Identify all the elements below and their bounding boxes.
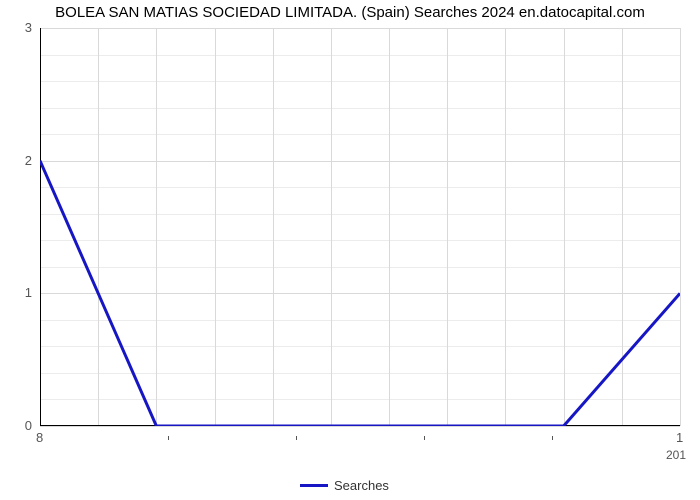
legend-label: Searches bbox=[334, 478, 389, 493]
chart-title: BOLEA SAN MATIAS SOCIEDAD LIMITADA. (Spa… bbox=[0, 4, 700, 21]
x-tick-label: 1 bbox=[676, 430, 683, 445]
y-tick-label: 1 bbox=[12, 285, 32, 300]
series-line bbox=[40, 161, 680, 426]
line-series bbox=[40, 28, 680, 426]
x-minor-tick bbox=[424, 436, 425, 440]
y-tick-label: 2 bbox=[12, 153, 32, 168]
legend: Searches bbox=[300, 478, 389, 493]
y-tick-label: 3 bbox=[12, 20, 32, 35]
x-tick-label: 8 bbox=[36, 430, 43, 445]
y-tick-label: 0 bbox=[12, 418, 32, 433]
x-minor-tick bbox=[296, 436, 297, 440]
chart-container: BOLEA SAN MATIAS SOCIEDAD LIMITADA. (Spa… bbox=[0, 0, 700, 500]
legend-swatch bbox=[300, 484, 328, 487]
x-minor-tick bbox=[168, 436, 169, 440]
x-sub-label: 201 bbox=[656, 448, 686, 462]
x-minor-tick bbox=[552, 436, 553, 440]
